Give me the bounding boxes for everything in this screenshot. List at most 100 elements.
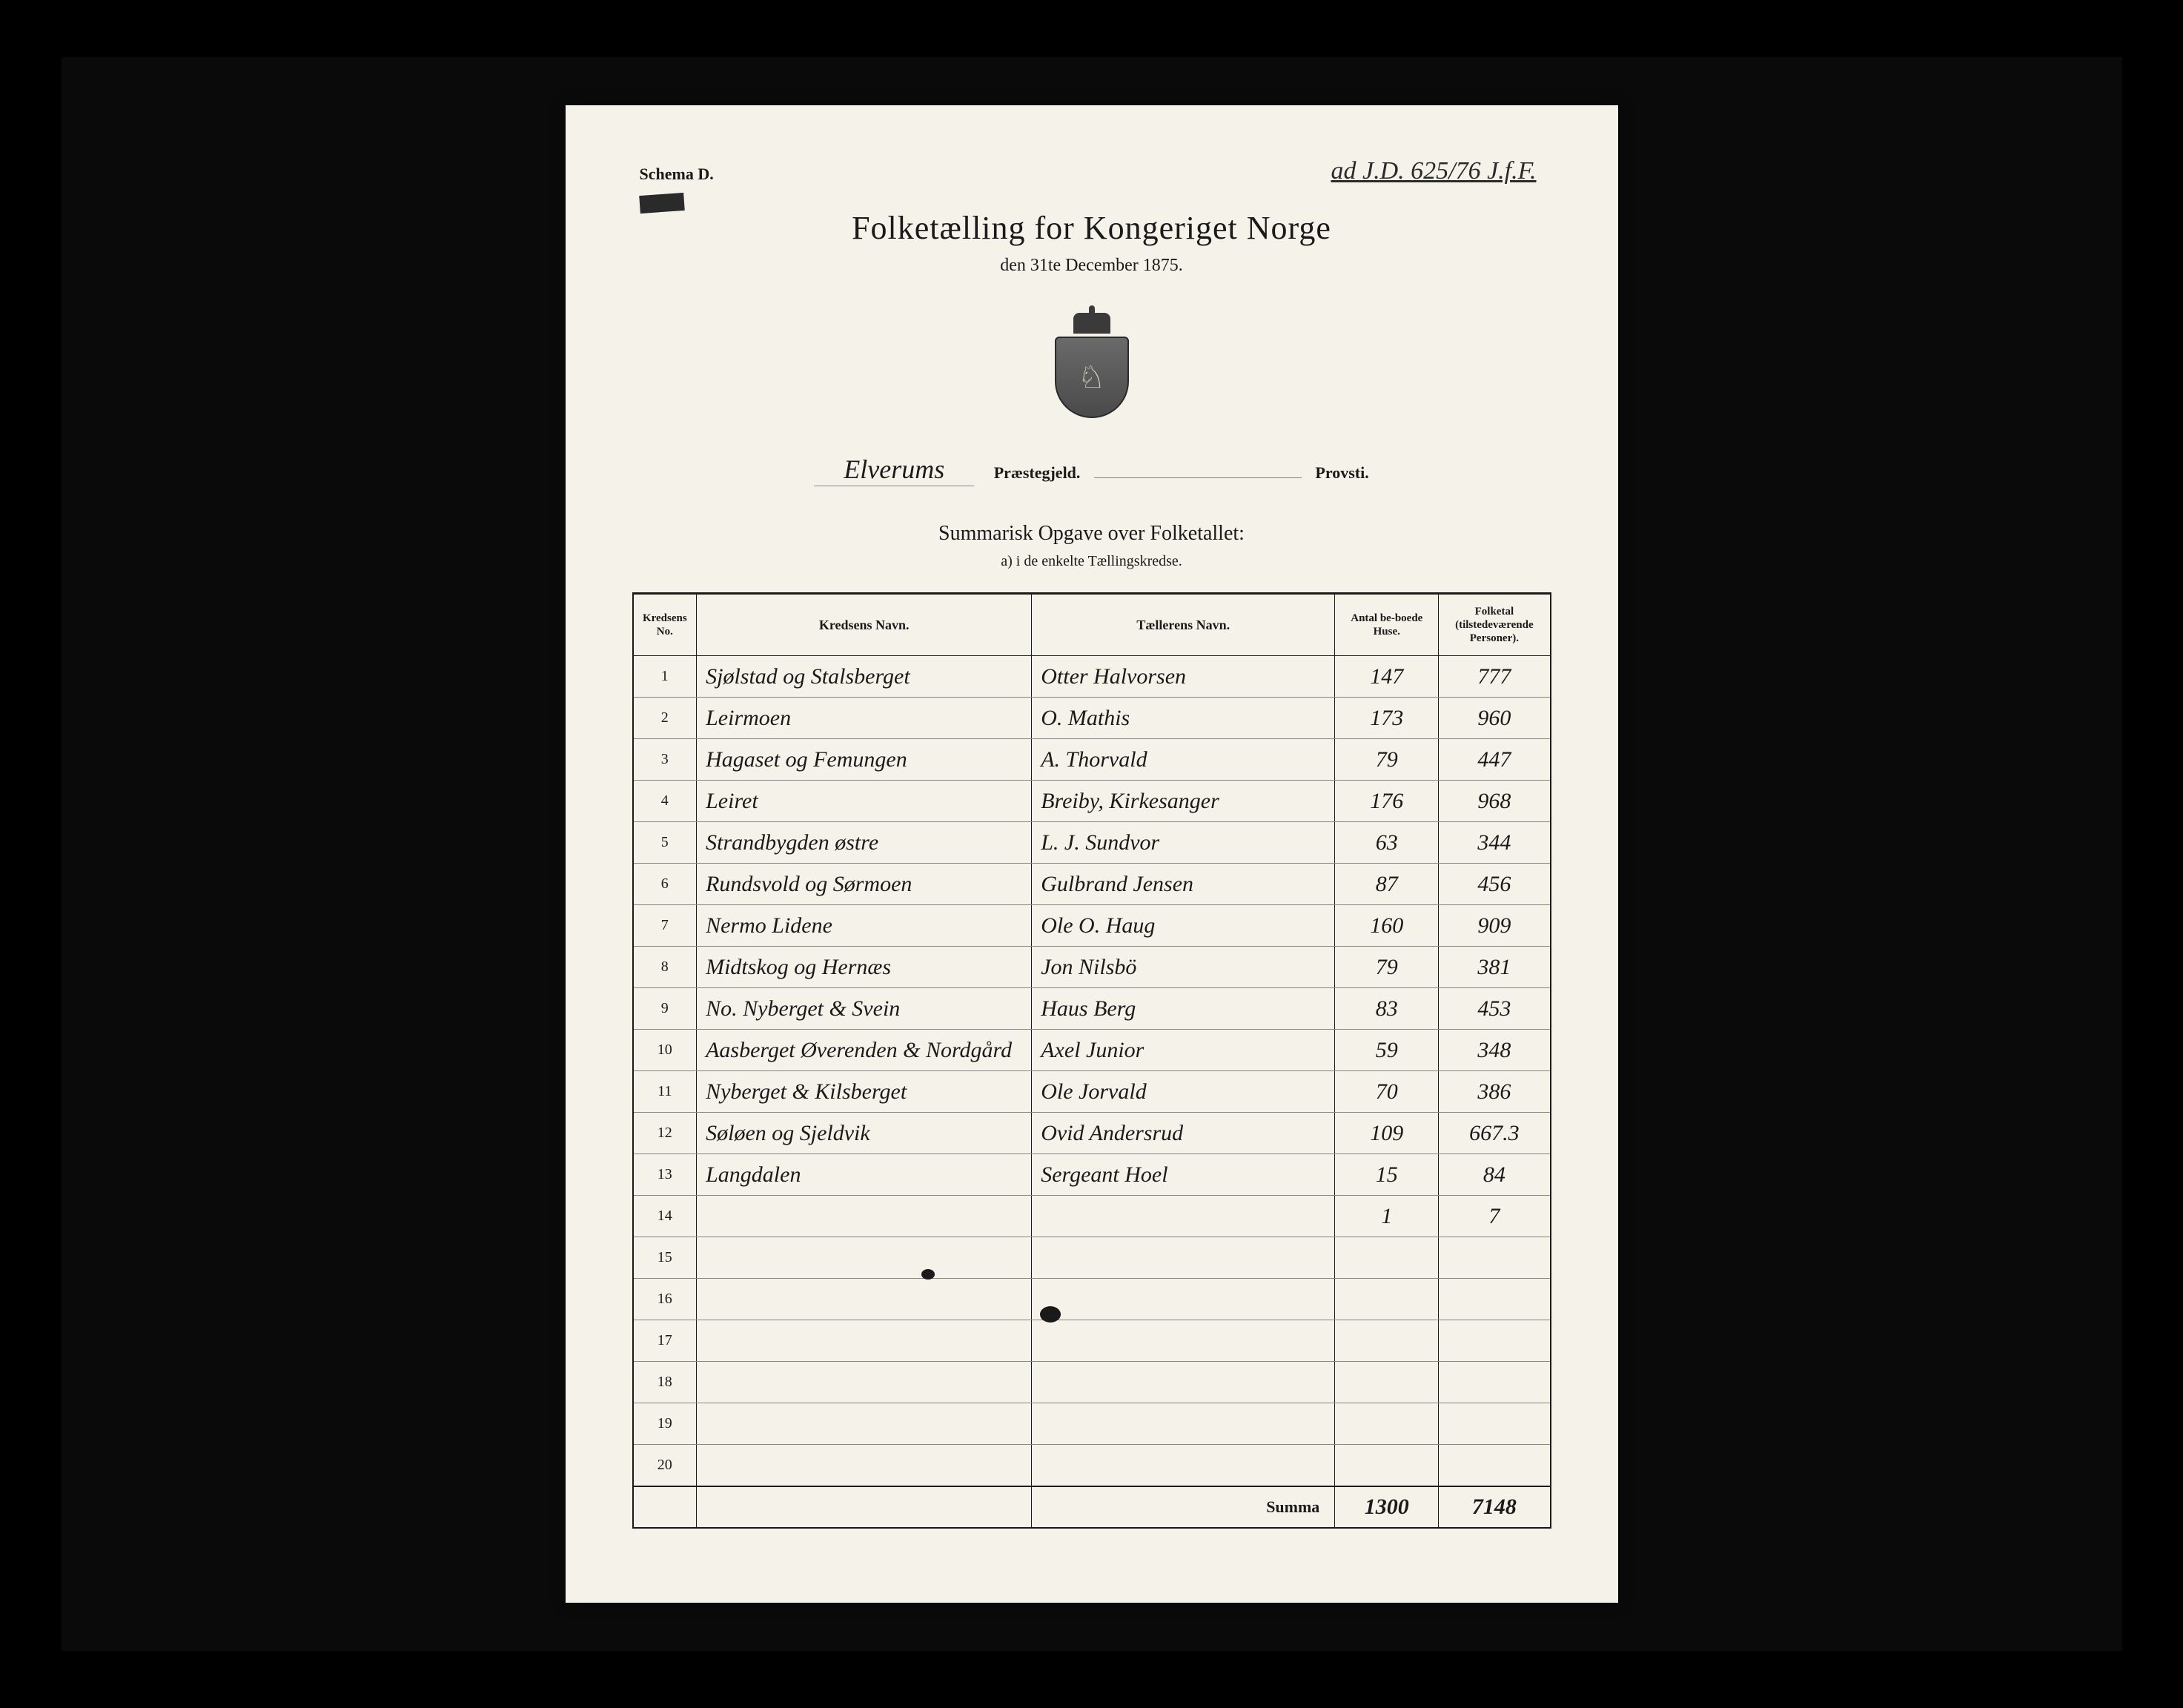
parish-line: Elverums Præstegjeld. Provsti. bbox=[632, 454, 1551, 485]
cell-name bbox=[697, 1279, 1032, 1320]
cell-pop bbox=[1439, 1237, 1551, 1279]
table-row: 4LeiretBreiby, Kirkesanger176968 bbox=[633, 781, 1551, 822]
summa-row: Summa13007148 bbox=[633, 1486, 1551, 1528]
cell-pop: 386 bbox=[1439, 1071, 1551, 1113]
cell-counter: A. Thorvald bbox=[1032, 739, 1335, 781]
cell-counter: L. J. Sundvor bbox=[1032, 822, 1335, 864]
table-row: 7Nermo LideneOle O. Haug160909 bbox=[633, 905, 1551, 947]
cell-name: Aasberget Øverenden & Nordgård bbox=[697, 1030, 1032, 1071]
cell-no: 13 bbox=[633, 1154, 697, 1196]
cell-counter: Jon Nilsbö bbox=[1032, 947, 1335, 988]
cell-counter: Ole Jorvald bbox=[1032, 1071, 1335, 1113]
cell-no: 6 bbox=[633, 864, 697, 905]
cell-counter: Otter Halvorsen bbox=[1032, 656, 1335, 698]
table-row: 3Hagaset og FemungenA. Thorvald79447 bbox=[633, 739, 1551, 781]
census-document: Schema D. ad J.D. 625/76 J.f.F. Folketæl… bbox=[566, 105, 1618, 1603]
cell-houses: 79 bbox=[1335, 739, 1439, 781]
ink-blot bbox=[1040, 1306, 1061, 1323]
cell-no: 18 bbox=[633, 1362, 697, 1403]
census-table: Kredsens No. Kredsens Navn. Tællerens Na… bbox=[632, 592, 1551, 1529]
cell-no: 4 bbox=[633, 781, 697, 822]
provsti-label: Provsti. bbox=[1315, 463, 1368, 482]
cell-name: Sjølstad og Stalsberget bbox=[697, 656, 1032, 698]
cell-name: Leirmoen bbox=[697, 698, 1032, 739]
cell-pop: 968 bbox=[1439, 781, 1551, 822]
header-houses: Antal be-boede Huse. bbox=[1335, 594, 1439, 656]
cell-houses: 15 bbox=[1335, 1154, 1439, 1196]
cell-no bbox=[633, 1486, 697, 1528]
cell-counter: Breiby, Kirkesanger bbox=[1032, 781, 1335, 822]
cell-no: 15 bbox=[633, 1237, 697, 1279]
cell-name: Hagaset og Femungen bbox=[697, 739, 1032, 781]
cell-counter: Gulbrand Jensen bbox=[1032, 864, 1335, 905]
cell-name bbox=[697, 1403, 1032, 1445]
cell-pop: 453 bbox=[1439, 988, 1551, 1030]
cell-pop: 667.3 bbox=[1439, 1113, 1551, 1154]
header-pop: Folketal (tilstedeværende Personer). bbox=[1439, 594, 1551, 656]
cell-houses: 63 bbox=[1335, 822, 1439, 864]
cell-counter bbox=[1032, 1445, 1335, 1486]
cell-counter bbox=[1032, 1196, 1335, 1237]
cell-counter: Axel Junior bbox=[1032, 1030, 1335, 1071]
cell-pop: 84 bbox=[1439, 1154, 1551, 1196]
cell-houses: 83 bbox=[1335, 988, 1439, 1030]
cell-no: 10 bbox=[633, 1030, 697, 1071]
cell-no: 12 bbox=[633, 1113, 697, 1154]
cell-houses: 109 bbox=[1335, 1113, 1439, 1154]
coat-of-arms-icon: ♘ bbox=[1047, 313, 1136, 424]
cell-houses: 70 bbox=[1335, 1071, 1439, 1113]
cell-counter bbox=[1032, 1320, 1335, 1362]
cell-pop: 909 bbox=[1439, 905, 1551, 947]
cell-no: 14 bbox=[633, 1196, 697, 1237]
crown-icon bbox=[1073, 313, 1110, 334]
cell-houses: 147 bbox=[1335, 656, 1439, 698]
table-row: 16 bbox=[633, 1279, 1551, 1320]
cell-pop: 381 bbox=[1439, 947, 1551, 988]
table-row: 11Nyberget & KilsbergetOle Jorvald70386 bbox=[633, 1071, 1551, 1113]
schema-label: Schema D. bbox=[640, 165, 714, 184]
table-row: 18 bbox=[633, 1362, 1551, 1403]
summa-pop: 7148 bbox=[1439, 1486, 1551, 1528]
cell-name: Nyberget & Kilsberget bbox=[697, 1071, 1032, 1113]
cell-houses: 1 bbox=[1335, 1196, 1439, 1237]
table-row: 17 bbox=[633, 1320, 1551, 1362]
cell-name: Søløen og Sjeldvik bbox=[697, 1113, 1032, 1154]
table-row: 19 bbox=[633, 1403, 1551, 1445]
table-row: 13LangdalenSergeant Hoel1584 bbox=[633, 1154, 1551, 1196]
document-subtitle: den 31te December 1875. bbox=[632, 256, 1551, 276]
parish-name: Elverums bbox=[814, 454, 974, 486]
cell-houses bbox=[1335, 1362, 1439, 1403]
table-row: 2LeirmoenO. Mathis173960 bbox=[633, 698, 1551, 739]
cell-no: 20 bbox=[633, 1445, 697, 1486]
table-row: 12Søløen og SjeldvikOvid Andersrud109667… bbox=[633, 1113, 1551, 1154]
cell-counter bbox=[1032, 1362, 1335, 1403]
ink-blot bbox=[921, 1269, 935, 1280]
cell-houses bbox=[1335, 1320, 1439, 1362]
cell-counter: O. Mathis bbox=[1032, 698, 1335, 739]
scan-frame: Schema D. ad J.D. 625/76 J.f.F. Folketæl… bbox=[62, 57, 2122, 1651]
cell-counter: Haus Berg bbox=[1032, 988, 1335, 1030]
cell-pop: 344 bbox=[1439, 822, 1551, 864]
cell-houses: 176 bbox=[1335, 781, 1439, 822]
cell-pop bbox=[1439, 1279, 1551, 1320]
cell-pop bbox=[1439, 1403, 1551, 1445]
table-row: 1417 bbox=[633, 1196, 1551, 1237]
cell-houses bbox=[1335, 1237, 1439, 1279]
cell-no: 9 bbox=[633, 988, 697, 1030]
document-title: Folketælling for Kongeriget Norge bbox=[632, 209, 1551, 247]
cell-pop bbox=[1439, 1320, 1551, 1362]
cell-name bbox=[697, 1196, 1032, 1237]
section-subtitle: a) i de enkelte Tællingskredse. bbox=[632, 553, 1551, 570]
cell-counter bbox=[1032, 1237, 1335, 1279]
cell-pop: 456 bbox=[1439, 864, 1551, 905]
cell-counter bbox=[1032, 1279, 1335, 1320]
cell-no: 5 bbox=[633, 822, 697, 864]
cell-no: 3 bbox=[633, 739, 697, 781]
cell-name bbox=[697, 1486, 1032, 1528]
cell-name: No. Nyberget & Svein bbox=[697, 988, 1032, 1030]
summa-houses: 1300 bbox=[1335, 1486, 1439, 1528]
cell-no: 16 bbox=[633, 1279, 697, 1320]
cell-no: 11 bbox=[633, 1071, 697, 1113]
cell-name: Langdalen bbox=[697, 1154, 1032, 1196]
cell-pop: 777 bbox=[1439, 656, 1551, 698]
